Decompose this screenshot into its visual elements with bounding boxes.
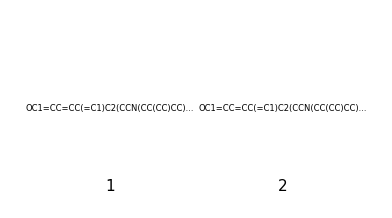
Text: 1: 1 (105, 179, 114, 194)
Text: OC1=CC=CC(=C1)C2(CCN(CC(CC)CC)...: OC1=CC=CC(=C1)C2(CCN(CC(CC)CC)... (198, 104, 367, 114)
Text: 2: 2 (278, 179, 287, 194)
Text: OC1=CC=CC(=C1)C2(CCN(CC(CC)CC)...: OC1=CC=CC(=C1)C2(CCN(CC(CC)CC)... (25, 104, 194, 114)
